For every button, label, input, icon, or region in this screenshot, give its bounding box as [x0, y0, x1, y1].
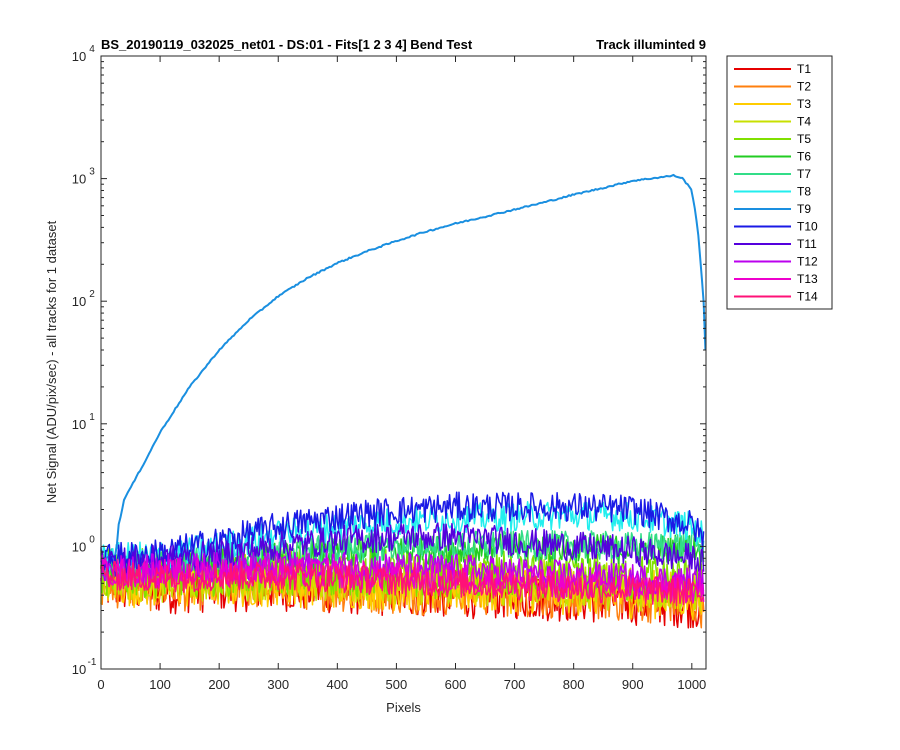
legend-label-t3: T3 [797, 97, 811, 111]
x-tick-label: 300 [267, 677, 289, 692]
y-tick-label: 10 [72, 662, 86, 677]
y-axis-label: Net Signal (ADU/pix/sec) - all tracks fo… [44, 220, 59, 503]
y-tick-exponent: 2 [89, 289, 95, 300]
y-tick-label: 10 [72, 49, 86, 64]
x-tick-label: 200 [208, 677, 230, 692]
y-tick-label: 10 [72, 417, 86, 432]
y-tick-label: 10 [72, 294, 86, 309]
y-tick-exponent: 0 [89, 534, 95, 545]
y-tick-label: 10 [72, 172, 86, 187]
legend-label-t2: T2 [797, 80, 811, 94]
chart-title-right: Track illuminted 9 [596, 37, 706, 52]
legend-label-t10: T10 [797, 220, 818, 234]
x-tick-label: 0 [97, 677, 104, 692]
legend-label-t13: T13 [797, 272, 818, 286]
legend-label-t6: T6 [797, 150, 811, 164]
x-tick-label: 700 [504, 677, 526, 692]
series-line-t9 [100, 173, 707, 560]
y-tick-exponent: 1 [89, 412, 95, 423]
x-tick-label: 100 [149, 677, 171, 692]
y-tick-exponent: -1 [88, 657, 97, 668]
x-tick-label: 800 [563, 677, 585, 692]
legend-label-t5: T5 [797, 132, 811, 146]
x-axis-label: Pixels [386, 700, 421, 715]
x-tick-label: 900 [622, 677, 644, 692]
series-lines [100, 173, 707, 629]
y-tick-exponent: 4 [89, 44, 95, 55]
x-tick-label: 500 [386, 677, 408, 692]
legend-items: T1 T2 T3 T4 T5 T6 T7 T8 T9 T10 T11 T12 T13 T14 [734, 62, 818, 304]
x-tick-label: 600 [445, 677, 467, 692]
legend-label-t4: T4 [797, 115, 811, 129]
legend-label-t12: T12 [797, 255, 818, 269]
legend: T1 T2 T3 T4 T5 T6 T7 T8 T9 T10 T11 T12 T13 T14 [726, 55, 833, 310]
legend-label-t1: T1 [797, 62, 811, 76]
legend-box [726, 55, 833, 310]
series-line-t12 [100, 550, 705, 598]
series-line-t10 [100, 491, 705, 572]
series-line-t14 [100, 560, 704, 607]
legend-label-t14: T14 [797, 290, 818, 304]
legend-label-t9: T9 [797, 202, 811, 216]
legend-label-t11: T11 [797, 237, 817, 251]
legend-label-t7: T7 [797, 167, 811, 181]
y-tick-label: 10 [72, 539, 86, 554]
series-line-t11 [100, 522, 705, 577]
chart-title: BS_20190119_032025_net01 - DS:01 - Fits[… [101, 37, 473, 52]
x-tick-label: 1000 [677, 677, 706, 692]
x-tick-label: 400 [326, 677, 348, 692]
legend-label-t8: T8 [797, 185, 811, 199]
axes-box [100, 55, 707, 670]
y-tick-exponent: 3 [89, 167, 95, 178]
